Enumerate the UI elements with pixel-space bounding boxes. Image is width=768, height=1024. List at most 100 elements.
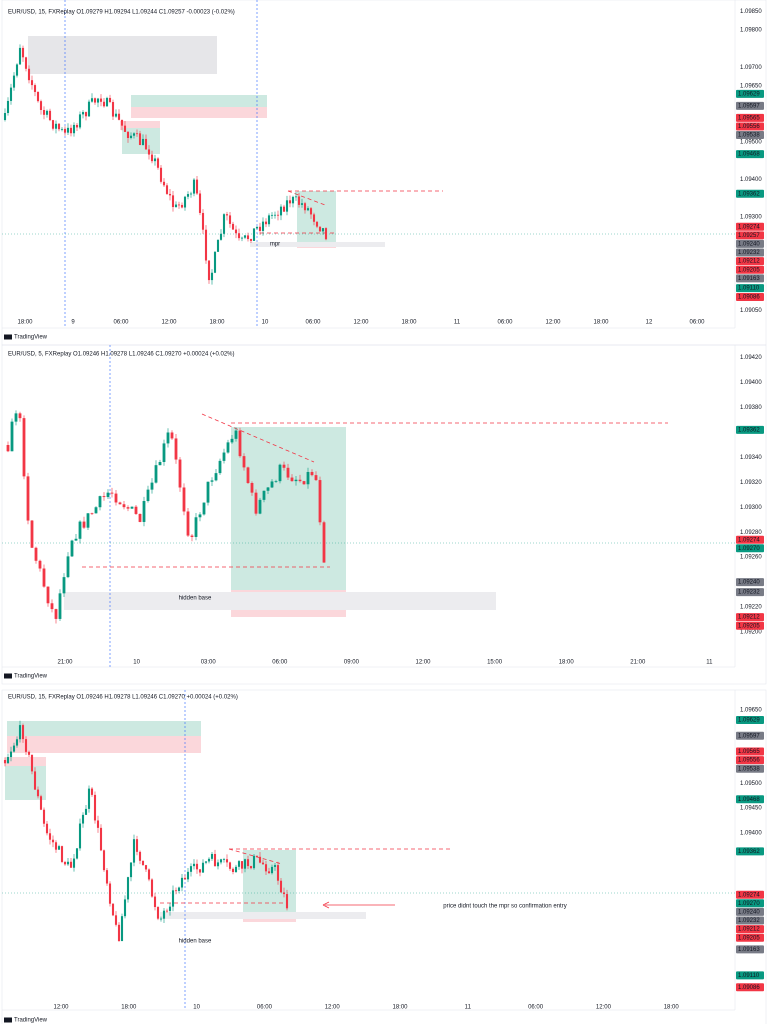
- candle-body: [171, 890, 175, 907]
- candle-body: [273, 214, 277, 216]
- time-label: 06:00: [113, 320, 129, 326]
- price-badge: [736, 983, 764, 992]
- candle-body: [228, 215, 232, 224]
- candle-body: [219, 859, 223, 863]
- candle-body: [48, 833, 52, 840]
- price-badge-label: 1.09556: [738, 758, 760, 764]
- price-tick-label: 1.09800: [740, 28, 762, 34]
- candle-body: [90, 513, 94, 515]
- price-badge: [736, 890, 764, 899]
- price-badge-label: 1.09597: [738, 103, 760, 109]
- price-badge: [736, 544, 764, 553]
- candle-body: [102, 101, 106, 107]
- candle-body: [237, 233, 241, 239]
- candle-body: [24, 739, 28, 752]
- candle-body: [310, 471, 314, 476]
- candle-body: [231, 223, 235, 230]
- candle-body: [6, 100, 10, 114]
- panel-frame: [1, 344, 767, 685]
- candle-body: [230, 438, 234, 443]
- price-badge-label: 1.09232: [738, 918, 760, 924]
- price-badge: [736, 239, 764, 248]
- candle-body: [3, 760, 7, 764]
- price-tick-label: 1.09050: [740, 308, 762, 314]
- candle-body: [252, 228, 256, 241]
- price-tick-label: 1.09200: [740, 630, 762, 636]
- candle-body: [194, 517, 198, 537]
- candle-body: [132, 839, 136, 863]
- candle-body: [110, 492, 114, 494]
- annotation: hidden base: [179, 939, 212, 945]
- price-badge: [736, 284, 764, 293]
- zone: [131, 95, 267, 107]
- candle-body: [298, 479, 302, 482]
- price-badge-label: 1.09362: [738, 849, 760, 855]
- candle-body: [3, 113, 7, 120]
- price-badge-label: 1.09205: [738, 267, 760, 273]
- candle-body: [278, 464, 282, 482]
- candle-body: [288, 200, 292, 204]
- candle-body: [117, 113, 121, 120]
- candle-body: [27, 68, 31, 81]
- candle-body: [102, 496, 106, 498]
- candle-body: [141, 138, 145, 145]
- candle-body: [258, 856, 262, 863]
- candle-body: [129, 135, 133, 139]
- candle-body: [153, 158, 157, 162]
- candle-body: [195, 179, 199, 194]
- candle-body: [117, 924, 121, 942]
- candle-body: [153, 896, 157, 908]
- candle-body: [54, 609, 58, 619]
- candle-body: [63, 128, 67, 133]
- time-label: 18:00: [401, 320, 417, 326]
- candle-body: [15, 64, 19, 76]
- price-badge: [736, 731, 764, 740]
- logo: TradingView: [14, 335, 48, 341]
- candle-body: [9, 87, 13, 101]
- candle-body: [318, 226, 322, 232]
- price-badge-label: 1.09212: [738, 259, 760, 265]
- zone: [160, 912, 366, 919]
- candle-body: [69, 861, 73, 868]
- candle-body: [182, 487, 186, 512]
- candle-body: [126, 131, 130, 139]
- time-label: 10: [262, 320, 269, 326]
- candle-body: [33, 771, 37, 790]
- price-badge-label: 1.09212: [738, 615, 760, 621]
- candle-body: [201, 212, 205, 230]
- price-badge: [736, 535, 764, 544]
- candle-body: [36, 91, 40, 102]
- candle-body: [86, 513, 90, 528]
- candle-body: [48, 110, 52, 121]
- candle-body: [294, 479, 298, 482]
- candle-body: [9, 751, 13, 758]
- candle-body: [286, 467, 290, 478]
- candle-body: [156, 158, 160, 168]
- time-label: 18:00: [559, 660, 575, 666]
- price-badge-label: 1.09205: [738, 935, 760, 941]
- time-label: 06:00: [305, 320, 321, 326]
- annotation: price didnt touch the mpr so confirmatio…: [443, 904, 566, 910]
- price-badge-label: 1.09468: [738, 797, 760, 803]
- candle-body: [249, 239, 253, 241]
- price-tick-label: 1.09400: [740, 380, 762, 386]
- chart-header: EUR/USD, 5, FXReplay O1.09246 H1.09278 L…: [8, 352, 234, 358]
- price-tick-label: 1.09450: [740, 806, 762, 812]
- candle-body: [66, 556, 70, 578]
- candle-body: [180, 204, 184, 208]
- time-label: 12:00: [545, 320, 561, 326]
- price-tick-label: 1.09380: [740, 405, 762, 411]
- candle-body: [186, 194, 190, 197]
- candle-body: [135, 133, 139, 135]
- candle-body: [74, 538, 78, 541]
- price-badge: [736, 89, 764, 98]
- candle-body: [159, 167, 163, 182]
- candle-body: [162, 181, 166, 186]
- candle-body: [18, 413, 22, 419]
- candle-body: [99, 98, 103, 102]
- candle-body: [62, 577, 66, 594]
- candle-body: [82, 521, 86, 528]
- candle-body: [312, 214, 316, 222]
- candle-body: [111, 903, 115, 916]
